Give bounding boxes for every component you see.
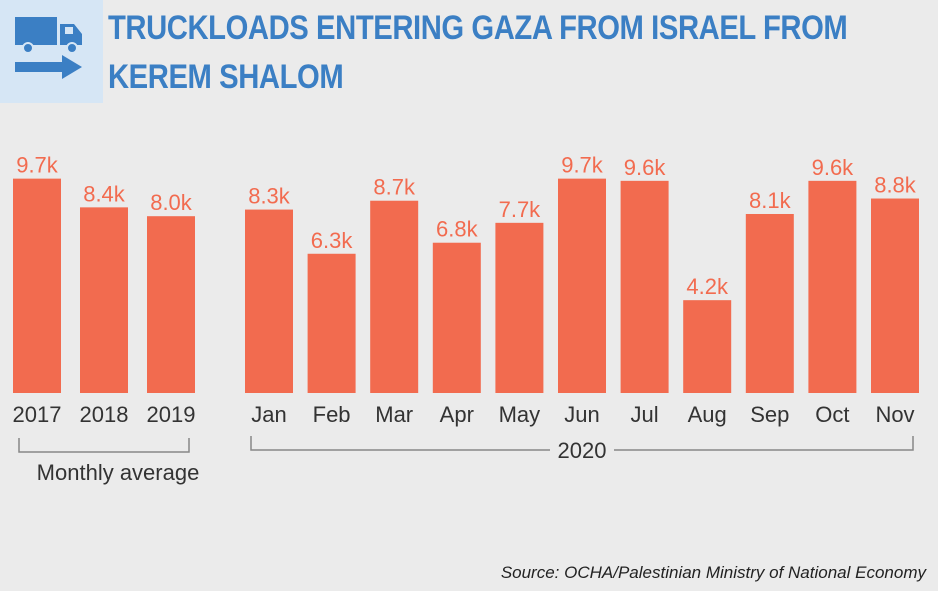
bar-aug — [683, 300, 732, 393]
bar-apr — [432, 242, 481, 393]
data-label-sep: 8.1k — [749, 188, 792, 213]
group-label-monthly-average: Monthly average — [37, 460, 200, 485]
title-line-1: TRUCKLOADS ENTERING GAZA FROM ISRAEL FRO… — [108, 9, 848, 47]
bar-2019 — [147, 216, 195, 393]
bracket-2020-right — [614, 436, 914, 451]
x-tick-label-oct: Oct — [815, 402, 849, 427]
x-tick-label-jul: Jul — [631, 402, 659, 427]
truck-icon-graphic — [15, 17, 82, 79]
x-tick-label-sep: Sep — [750, 402, 789, 427]
x-tick-label-may: May — [499, 402, 541, 427]
data-label-nov: 8.8k — [874, 173, 917, 198]
data-label-jun: 9.7k — [561, 153, 604, 178]
bracket-monthly-average — [18, 438, 190, 453]
bar-2018 — [80, 207, 128, 393]
data-label-2018: 8.4k — [83, 181, 126, 206]
x-tick-label-2019: 2019 — [147, 402, 196, 427]
data-label-2017: 9.7k — [16, 153, 59, 178]
x-tick-label-feb: Feb — [313, 402, 351, 427]
bracket-2020-left — [250, 436, 550, 451]
data-label-aug: 4.2k — [686, 274, 729, 299]
bar-nov — [871, 198, 919, 393]
bar-jul — [620, 180, 669, 393]
bar-may — [495, 222, 544, 393]
bar-oct — [808, 180, 857, 393]
x-tick-label-aug: Aug — [688, 402, 727, 427]
data-label-feb: 6.3k — [311, 228, 354, 253]
data-label-2019: 8.0k — [150, 190, 193, 215]
x-tick-label-apr: Apr — [440, 402, 474, 427]
data-label-jul: 9.6k — [624, 155, 667, 180]
x-tick-label-mar: Mar — [375, 402, 413, 427]
x-tick-label-nov: Nov — [875, 402, 914, 427]
x-tick-label-2018: 2018 — [80, 402, 129, 427]
x-tick-label-jun: Jun — [564, 402, 599, 427]
source-note: Source: OCHA/Palestinian Ministry of Nat… — [500, 563, 926, 582]
data-label-may: 7.7k — [499, 197, 542, 222]
bar-jun — [558, 178, 606, 393]
bar-jan — [245, 209, 293, 393]
title-line-2: KEREM SHALOM — [108, 58, 344, 96]
x-tick-label-jan: Jan — [251, 402, 286, 427]
bar-mar — [370, 200, 419, 393]
data-label-apr: 6.8k — [436, 217, 479, 242]
bar-feb — [307, 253, 356, 393]
truck-with-arrow-icon — [0, 0, 103, 103]
group-label-2020: 2020 — [558, 438, 607, 463]
data-label-mar: 8.7k — [373, 175, 416, 200]
x-tick-label-2017: 2017 — [13, 402, 62, 427]
bar-sep — [745, 213, 794, 393]
data-label-oct: 9.6k — [812, 155, 855, 180]
bar-2017 — [13, 178, 61, 393]
data-label-jan: 8.3k — [248, 184, 291, 209]
chart-title: TRUCKLOADS ENTERING GAZA FROM ISRAEL FRO… — [108, 4, 848, 102]
